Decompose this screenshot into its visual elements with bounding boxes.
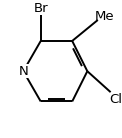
Text: Br: Br bbox=[33, 2, 48, 15]
Text: N: N bbox=[18, 65, 28, 78]
Text: Me: Me bbox=[95, 10, 115, 23]
Text: Cl: Cl bbox=[109, 93, 122, 106]
